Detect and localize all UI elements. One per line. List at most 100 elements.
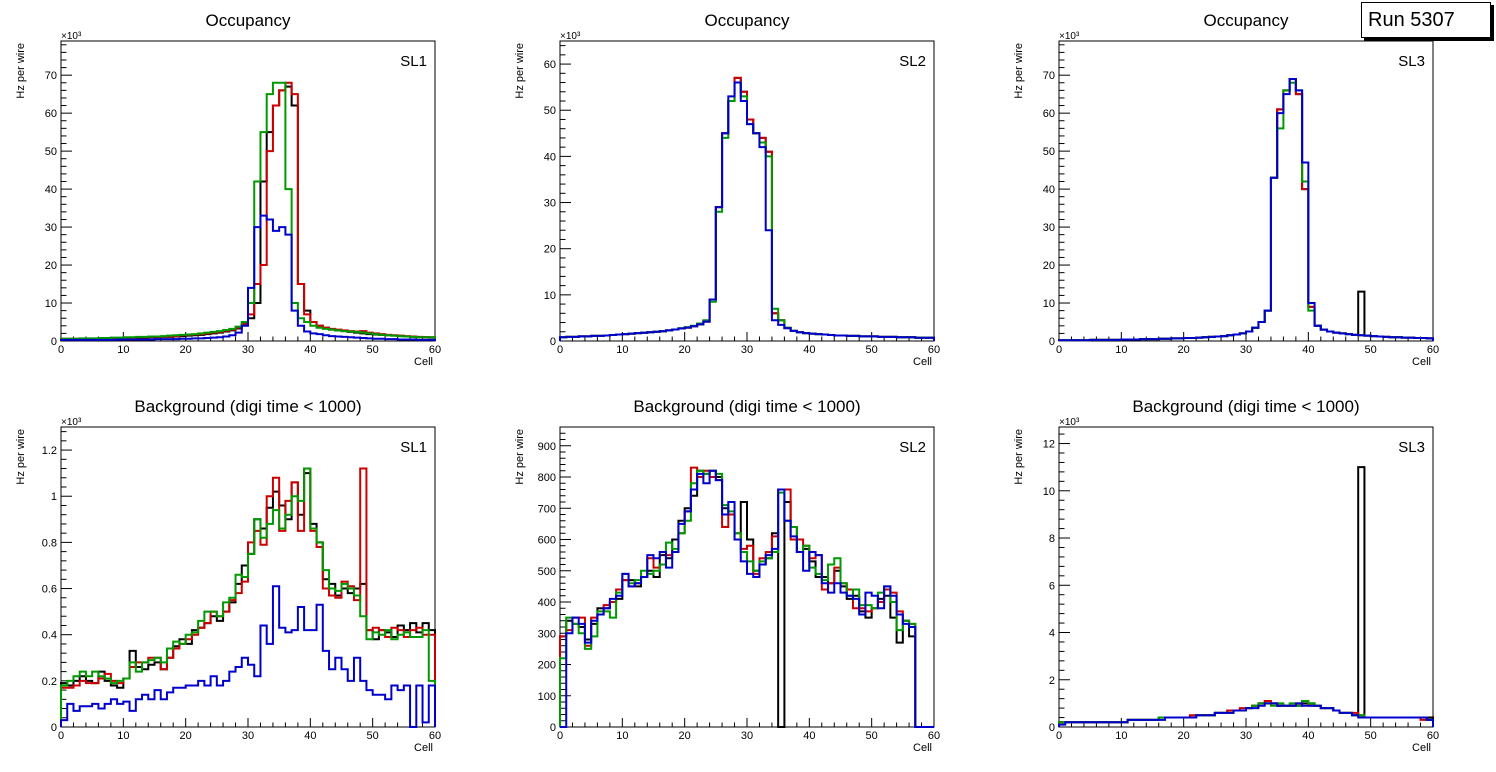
y-tick-label: 70	[45, 70, 57, 82]
y-tick-label: 800	[538, 472, 556, 484]
superlayer-label: SL2	[899, 439, 926, 456]
x-tick-label: 60	[1427, 730, 1439, 742]
x-tick-label: 10	[616, 730, 628, 742]
superlayer-label: SL1	[400, 53, 427, 70]
x-tick-label: 50	[367, 730, 379, 742]
x-tick-label: 50	[1365, 730, 1377, 742]
chart-title: Background (digi time < 1000)	[1132, 397, 1359, 416]
y-tick-label: 40	[1043, 184, 1055, 196]
chart-title: Background (digi time < 1000)	[134, 397, 361, 416]
y-tick-label: 50	[45, 146, 57, 158]
x-tick-label: 50	[866, 344, 878, 356]
x-tick-label: 40	[304, 730, 316, 742]
y-tick-label: 8	[1049, 533, 1055, 545]
y-tick-label: 60	[45, 108, 57, 120]
x-tick-label: 0	[58, 730, 64, 742]
x-tick-label: 60	[1427, 344, 1439, 356]
y-tick-label: 200	[538, 660, 556, 672]
y-tick-label: 20	[544, 244, 556, 256]
x-axis-label: Cell	[1412, 356, 1431, 368]
y-axis-exponent: ×10³	[1059, 31, 1080, 42]
series-line-blue	[60, 585, 436, 728]
y-axis-label: Hz per wire	[15, 43, 27, 99]
x-tick-label: 60	[429, 344, 441, 356]
x-tick-label: 20	[679, 344, 691, 356]
y-axis-label: Hz per wire	[514, 429, 526, 485]
y-tick-label: 700	[538, 503, 556, 515]
series-line-blue	[560, 469, 934, 728]
y-tick-label: 10	[544, 290, 556, 302]
series-line-green	[60, 81, 436, 341]
y-axis-label: Hz per wire	[514, 43, 526, 99]
y-tick-label: 600	[538, 535, 556, 547]
x-tick-label: 10	[616, 344, 628, 356]
y-axis-label: Hz per wire	[15, 429, 27, 485]
x-tick-label: 50	[367, 344, 379, 356]
x-tick-label: 60	[928, 730, 940, 742]
y-tick-label: 50	[1043, 146, 1055, 158]
series-line-blue	[1058, 77, 1434, 342]
x-tick-label: 0	[557, 344, 563, 356]
superlayer-label: SL2	[899, 53, 926, 70]
x-tick-label: 60	[429, 730, 441, 742]
x-axis-label: Cell	[414, 356, 433, 368]
x-tick-label: 40	[1302, 730, 1314, 742]
x-tick-label: 20	[1178, 344, 1190, 356]
y-tick-label: 400	[538, 597, 556, 609]
y-tick-label: 2	[1049, 675, 1055, 687]
y-axis-exponent: ×10³	[61, 417, 82, 428]
x-tick-label: 50	[1365, 344, 1377, 356]
x-tick-label: 10	[1115, 344, 1127, 356]
y-tick-label: 30	[45, 222, 57, 234]
y-tick-label: 100	[538, 691, 556, 703]
y-tick-label: 0	[550, 722, 556, 734]
y-tick-label: 60	[1043, 108, 1055, 120]
y-tick-label: 20	[45, 260, 57, 272]
y-tick-label: 10	[45, 298, 57, 310]
y-tick-label: 300	[538, 628, 556, 640]
x-tick-label: 20	[679, 730, 691, 742]
superlayer-label: SL3	[1398, 439, 1425, 456]
x-tick-label: 40	[304, 344, 316, 356]
x-tick-label: 60	[928, 344, 940, 356]
y-tick-label: 1	[51, 491, 57, 503]
x-tick-label: 40	[1302, 344, 1314, 356]
y-tick-label: 20	[1043, 260, 1055, 272]
x-tick-label: 0	[557, 730, 563, 742]
y-axis-exponent: ×10³	[61, 31, 82, 42]
chart-title: Occupancy	[704, 11, 790, 30]
y-tick-label: 0.2	[42, 676, 57, 688]
chart-panel-3: Occupancy SL3 Cell Hz per wire ×10³ 0 10 20 30 40…	[1013, 11, 1439, 368]
chart-title: Occupancy	[205, 11, 291, 30]
y-tick-label: 70	[1043, 70, 1055, 82]
x-tick-label: 30	[1240, 344, 1252, 356]
y-tick-label: 0.4	[42, 630, 57, 642]
x-tick-label: 20	[180, 344, 192, 356]
y-tick-label: 6	[1049, 580, 1055, 592]
y-tick-label: 40	[544, 151, 556, 163]
series-line-green	[60, 467, 436, 727]
x-axis-label: Cell	[1412, 742, 1431, 754]
y-axis-label: Hz per wire	[1013, 429, 1025, 485]
y-tick-label: 60	[544, 59, 556, 71]
y-tick-label: 1.2	[42, 445, 57, 457]
x-tick-label: 20	[180, 730, 192, 742]
series-line-black	[1058, 77, 1434, 342]
plot-frame	[1058, 40, 1434, 342]
superlayer-label: SL3	[1398, 53, 1425, 70]
x-tick-label: 30	[1240, 730, 1252, 742]
x-tick-label: 20	[1178, 730, 1190, 742]
x-tick-label: 30	[741, 730, 753, 742]
y-tick-label: 30	[1043, 222, 1055, 234]
series-line-black	[1058, 466, 1434, 727]
chart-panel-1: Occupancy SL1 Cell Hz per wire ×10³ 0 10 20 30 40…	[15, 11, 441, 368]
x-tick-label: 10	[117, 344, 129, 356]
y-tick-label: 0	[1049, 722, 1055, 734]
y-axis-label: Hz per wire	[1013, 43, 1025, 99]
series-line-blue	[60, 214, 436, 341]
y-tick-label: 0	[550, 336, 556, 348]
y-tick-label: 12	[1043, 439, 1055, 451]
y-tick-label: 10	[1043, 298, 1055, 310]
x-axis-label: Cell	[913, 742, 932, 754]
x-axis-label: Cell	[913, 356, 932, 368]
